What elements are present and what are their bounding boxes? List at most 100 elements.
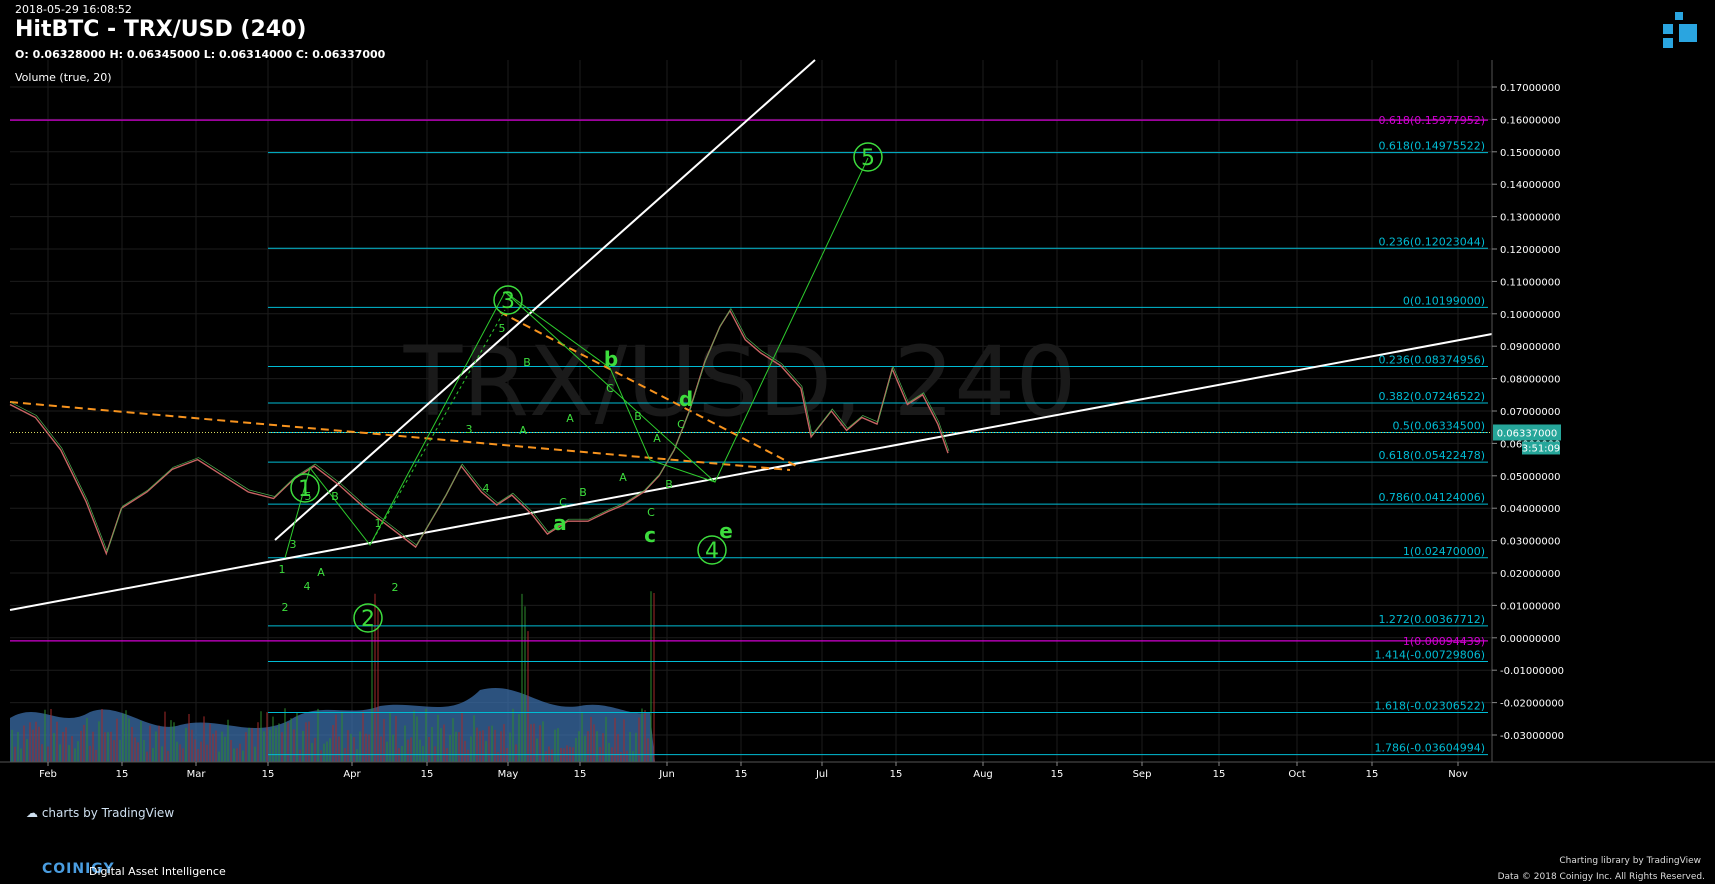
time-axis-label: Oct — [1288, 769, 1305, 780]
wave-sub-label: A — [519, 424, 527, 437]
wave-letter: c — [644, 523, 656, 547]
time-axis-label: Jun — [658, 769, 675, 780]
wave-label: 2 — [361, 607, 375, 632]
wave-sub-label: C — [677, 418, 685, 431]
wave-sub-label: 4 — [304, 580, 311, 593]
wave-letter: b — [604, 347, 618, 371]
price-axis-label: 0.14000000 — [1500, 180, 1560, 191]
time-axis-label: Apr — [343, 769, 361, 780]
orange-trendline-upper — [499, 311, 801, 469]
volume-area — [10, 591, 655, 762]
volume-indicator-label[interactable]: Volume (true, 20) — [15, 71, 112, 84]
price-axis-label: 0.10000000 — [1500, 310, 1560, 321]
wave-sub-label: A — [566, 412, 574, 425]
fib-label: 0.786(0.04124006) — [1378, 491, 1485, 504]
wave-sub-label: A — [317, 566, 325, 579]
fib-levels: 0.618(0.14975522) 0.236(0.12023044) 0(0.10… — [10, 114, 1488, 756]
price-axis-label: 0.03000000 — [1500, 537, 1560, 548]
wave-sub-label: A — [653, 432, 661, 445]
price-axis-label: 0.15000000 — [1500, 148, 1560, 159]
time-axis-label: Sep — [1133, 769, 1152, 780]
time-axis-label: Feb — [39, 769, 57, 780]
time-axis-label: 15 — [574, 769, 587, 780]
time-axis-label: 15 — [1213, 769, 1226, 780]
chart-title: HitBTC - TRX/USD (240) — [15, 17, 307, 42]
wave-sub-label: B — [634, 410, 642, 423]
fib-label: 1.272(0.00367712) — [1378, 613, 1485, 626]
price-axis-label: 0.09000000 — [1500, 342, 1560, 353]
symbol-watermark: TRX/USD, 240 — [403, 326, 1077, 438]
fib-label: 0.5(0.06334500) — [1392, 420, 1485, 433]
wave-sub-label: B — [579, 486, 587, 499]
wave-label: 5 — [861, 146, 875, 171]
chart-timestamp: 2018-05-29 16:08:52 — [15, 3, 132, 16]
wave-sub-label: B — [523, 356, 531, 369]
wave-sub-label: 2 — [392, 581, 399, 594]
time-axis-label: Nov — [1448, 769, 1468, 780]
ohlc-readout: O: 0.06328000 H: 0.06345000 L: 0.0631400… — [15, 48, 386, 61]
time-axis: Feb 15 Mar 15 Apr 15 May 15 Jun 15 Jul 15 Aug 15 Sep 15… — [0, 761, 1715, 780]
price-axis-label: 0.04000000 — [1500, 504, 1560, 515]
fib-label: 0.236(0.08374956) — [1378, 353, 1485, 366]
price-axis-label: 0.00000000 — [1500, 634, 1560, 645]
time-axis-label: 15 — [890, 769, 903, 780]
time-axis-label: 15 — [735, 769, 748, 780]
footer-tagline: Digital Asset Intelligence — [89, 865, 226, 878]
price-axis-label: -0.03000000 — [1500, 731, 1564, 742]
time-axis-label: Aug — [973, 769, 993, 780]
footer-charting-library[interactable]: Charting library by TradingView — [1559, 856, 1701, 866]
wave-circle — [853, 142, 883, 172]
price-axis-label: 0.11000000 — [1500, 277, 1560, 288]
fib-label: 0.618(0.05422478) — [1378, 449, 1485, 462]
fib-label: 0.236(0.12023044) — [1378, 235, 1485, 248]
wave-sub-label: 1 — [375, 517, 382, 530]
time-axis-label: Jul — [815, 769, 828, 780]
tradingview-watermark: ☁ charts by TradingView — [26, 806, 175, 820]
price-series-line-alt — [10, 307, 950, 553]
footer-data-credit: Data © 2018 Coinigy Inc. All Rights Rese… — [1497, 872, 1705, 882]
elliott-wave-path — [284, 157, 869, 559]
price-axis-label: 0.12000000 — [1500, 245, 1560, 256]
price-axis-label: 0.17000000 — [1500, 83, 1560, 94]
wave-circle — [353, 603, 383, 633]
elliott-abc-path — [504, 291, 716, 483]
fib-label: 0.382(0.07246522) — [1378, 390, 1485, 403]
price-axis-label: -0.02000000 — [1500, 699, 1564, 710]
footer-brand: COINIGY — [42, 861, 115, 877]
price-axis-label: 0.02000000 — [1500, 569, 1560, 580]
time-axis-label: May — [498, 769, 519, 780]
grid — [10, 60, 1492, 762]
orange-trendline-lower — [9, 401, 791, 471]
wave-sub-label: 5 — [499, 322, 506, 335]
fib-ext-label: 0.618(0.15977952) — [1378, 114, 1485, 127]
fib-label: 0(0.10199000) — [1403, 294, 1485, 307]
fib-label: 1.786(-0.03604994) — [1374, 742, 1485, 755]
wave-sub-label: 4 — [483, 482, 490, 495]
fib-label: 1.618(-0.02306522) — [1374, 700, 1485, 713]
price-axis-label: 0.01000000 — [1500, 601, 1560, 612]
wave-sub-label: C — [606, 382, 614, 395]
countdown-label: 3:51:09 — [1522, 443, 1561, 454]
wave-sub-label: A — [619, 471, 627, 484]
wave-label: 3 — [501, 289, 515, 314]
support-trendline — [9, 333, 1493, 611]
wave-sub-label: C — [559, 496, 567, 509]
price-axis-label: 0.08000000 — [1500, 375, 1560, 386]
wave-circle — [290, 473, 320, 503]
wave-sub-label: 3 — [290, 538, 297, 551]
countdown-badge — [1522, 441, 1560, 455]
price-series-line — [9, 309, 949, 556]
wave-sub-label: C — [647, 506, 655, 519]
wave-circle — [493, 285, 523, 315]
price-axis-label: 0.13000000 — [1500, 213, 1560, 224]
coinigy-logo-icon[interactable] — [1657, 8, 1703, 54]
wave-sub-label: 5 — [305, 490, 312, 503]
wave-label: 1 — [298, 477, 312, 502]
time-axis-label: Mar — [187, 769, 207, 780]
wave-sub-label: 2 — [282, 601, 289, 614]
price-axis-label: 0.05000000 — [1500, 472, 1560, 483]
wave-letter: e — [719, 519, 733, 543]
current-price-label: 0.06337000 — [1497, 428, 1557, 439]
fib-label: 1.414(-0.00729806) — [1374, 648, 1485, 661]
